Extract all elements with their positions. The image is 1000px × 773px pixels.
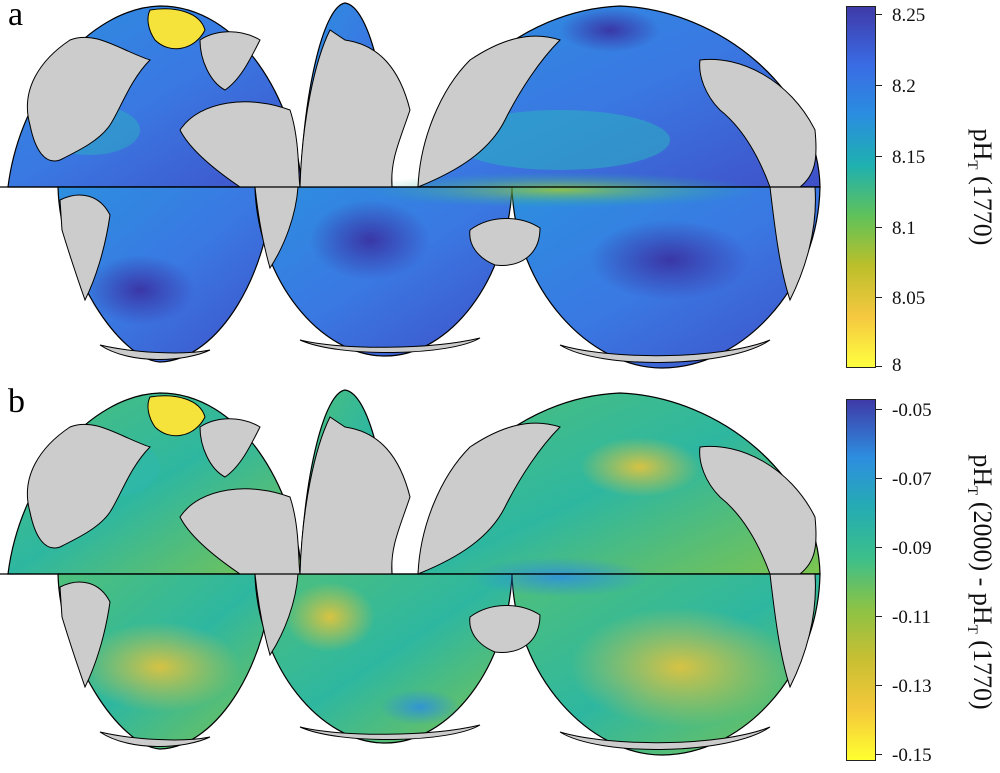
- tick-mark: [876, 366, 882, 367]
- north-america: [26, 423, 151, 549]
- south-america: [59, 581, 111, 689]
- europe: [199, 31, 261, 91]
- tick-mark: [876, 685, 882, 686]
- tick-mark: [876, 156, 882, 157]
- panel-letter: a: [8, 0, 24, 33]
- tick-mark: [876, 754, 882, 755]
- africa-north: [179, 488, 301, 575]
- colorbar-tick-label: -0.09: [892, 538, 932, 559]
- ph-change-map: [0, 389, 821, 756]
- asia-east: [417, 422, 561, 575]
- colorbar-tick-label: 8.25: [892, 5, 926, 26]
- greenland: [147, 8, 206, 50]
- colorbar-b: [846, 399, 876, 761]
- australia: [469, 218, 541, 266]
- colorbar-tick-label: -0.07: [892, 469, 932, 490]
- north-america-west: [699, 58, 817, 188]
- asia-east: [417, 35, 561, 188]
- tick-mark: [876, 227, 882, 228]
- tick-mark: [876, 409, 882, 410]
- south-america-east: [769, 186, 816, 302]
- antarctica-3: [559, 339, 771, 363]
- ph-change-features: [60, 437, 790, 727]
- antarctica-2: [299, 724, 481, 740]
- colorbar-title: pHT (2000) - pHT (1770): [963, 454, 998, 710]
- greenland: [147, 395, 206, 437]
- tick-mark: [876, 14, 882, 15]
- tick-mark: [876, 297, 882, 298]
- land-masses: [26, 395, 817, 750]
- australia: [469, 605, 541, 653]
- colorbar-tick-label: -0.05: [892, 400, 932, 421]
- ph-1770-map: [0, 2, 821, 369]
- antarctica-1: [99, 344, 211, 360]
- africa-north: [179, 101, 301, 188]
- colorbar-tick-label: 8: [892, 355, 902, 376]
- tick-mark: [876, 478, 882, 479]
- antarctica-2: [299, 337, 481, 353]
- asia: [299, 29, 411, 188]
- colorbar-a: [846, 6, 876, 368]
- colorbar-tick-label: -0.15: [892, 745, 932, 766]
- colorbar-tick-label: 8.05: [892, 288, 926, 309]
- europe: [199, 418, 261, 478]
- colorbar-tick-label: 8.1: [892, 218, 916, 239]
- asia: [299, 416, 411, 575]
- south-america-east: [769, 573, 816, 689]
- tick-mark: [876, 85, 882, 86]
- colorbar-tick-label: -0.13: [892, 676, 932, 697]
- africa-south: [254, 186, 299, 270]
- colorbar-tick-label: -0.11: [892, 607, 931, 628]
- panel-a: a 8.25 8.2 8.15 8.1 8.05 8 pHT (1770): [0, 0, 1000, 386]
- tick-mark: [876, 616, 882, 617]
- antarctica-3: [559, 726, 771, 750]
- land-masses: [26, 8, 817, 363]
- panel-b: b -0.05 -0.07 -0.09 -0.11 -0.13 -0.15 pH…: [0, 383, 1000, 773]
- colorbar-tick-label: 8.2: [892, 76, 916, 97]
- south-america: [59, 194, 111, 302]
- panel-letter: b: [8, 383, 25, 420]
- colorbar-title: pHT (1770): [963, 128, 998, 246]
- north-america: [26, 36, 151, 162]
- antarctica-1: [99, 731, 211, 747]
- north-america-west: [699, 445, 817, 575]
- colorbar-tick-label: 8.15: [892, 147, 926, 168]
- tick-mark: [876, 547, 882, 548]
- africa-south: [254, 573, 299, 657]
